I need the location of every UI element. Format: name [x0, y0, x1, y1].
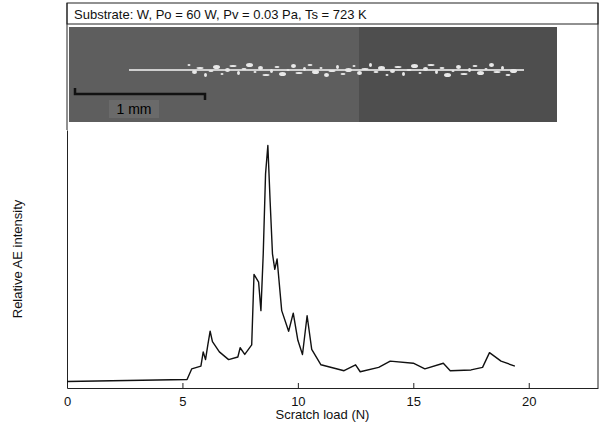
scratch-debris [303, 67, 306, 71]
scratch-debris [369, 63, 372, 67]
x-tick: 5 [179, 383, 186, 409]
scratch-debris [345, 68, 352, 72]
scratch-debris [308, 64, 313, 66]
scratch-debris [510, 69, 517, 73]
scratch-debris [395, 66, 402, 68]
x-tick-mark [413, 383, 414, 388]
scratch-debris [242, 68, 247, 70]
scratch-debris [477, 71, 484, 75]
scratch-debris [473, 65, 478, 67]
plot-area [67, 145, 515, 381]
scale-label-ground [109, 100, 159, 118]
scratch-debris [221, 73, 224, 75]
ae-line [67, 145, 515, 381]
scratch-debris [324, 73, 329, 77]
scratch-debris [213, 65, 220, 69]
scratch-debris [291, 64, 296, 68]
scratch-debris [254, 71, 257, 73]
scratch-debris [423, 67, 428, 71]
scratch-debris [230, 65, 237, 67]
title: Substrate: W, Po = 60 W, Pv = 0.03 Pa, T… [74, 7, 367, 22]
scratch-debris [461, 73, 468, 75]
scratch-debris [402, 72, 405, 76]
header-box [67, 3, 598, 24]
scratch-debris [341, 73, 346, 75]
frame-right [598, 3, 599, 388]
scratch-debris [270, 69, 273, 73]
scratch-debris [287, 69, 290, 71]
scratch-debris [390, 69, 395, 73]
scratch-debris [485, 68, 488, 70]
scratch-debris [263, 74, 270, 76]
scratch-debris [506, 74, 511, 76]
scratch-debris [296, 72, 303, 74]
x-tick: 10 [291, 383, 305, 409]
y-axis [67, 131, 68, 389]
scratch-debris [192, 70, 197, 74]
scratch-debris [258, 66, 263, 70]
scratch-debris [494, 71, 501, 73]
scratch-debris [320, 67, 323, 69]
y-axis-title: Relative AE intensity [10, 199, 25, 318]
x-tick: 15 [407, 383, 421, 409]
scratch-debris [353, 65, 356, 67]
x-tick-mark [182, 383, 183, 388]
scratch-debris [428, 64, 435, 66]
scratch-debris [329, 70, 336, 72]
scratch-debris [357, 71, 362, 75]
scratch-debris [386, 74, 389, 76]
micrograph-background [69, 27, 557, 122]
x-tick-mark [529, 383, 530, 388]
scratch-debris [362, 68, 369, 70]
y-axis-line [67, 131, 68, 389]
scratch-debris [468, 68, 471, 72]
x-tick-label: 15 [407, 394, 421, 409]
scratch-debris [489, 63, 494, 67]
scratch-debris [275, 66, 280, 68]
scratch-debris [444, 73, 451, 77]
scratch-debris [246, 63, 253, 67]
chart: Substrate: W, Po = 60 W, Pv = 0.03 Pa, T… [0, 0, 607, 425]
scale-bar [75, 88, 205, 100]
scratch-debris [378, 66, 385, 70]
x-tick-label: 20 [522, 394, 536, 409]
scratch-debris [419, 72, 422, 74]
x-tick: 20 [522, 383, 536, 409]
x-tick-label: 0 [64, 394, 71, 409]
scratch-debris [204, 73, 207, 77]
x-axis: 0 5 10 15 20 [64, 383, 599, 409]
x-tick-mark [298, 383, 299, 388]
scratch-debris [411, 64, 418, 68]
scratch-debris [188, 64, 191, 66]
scratch-debris [336, 65, 339, 69]
scratch-debris [435, 70, 438, 74]
scratch-debris [374, 71, 379, 73]
x-axis-line [68, 388, 599, 389]
micrograph [69, 27, 557, 122]
scratch-debris [440, 67, 445, 69]
scratch-debris [312, 70, 319, 74]
x-tick-label: 5 [179, 394, 186, 409]
scratch-debris [501, 66, 504, 70]
scratch-debris [225, 68, 230, 72]
scratch-debris [237, 71, 240, 75]
scratch-track [129, 69, 524, 71]
scratch-debris [279, 72, 286, 76]
micrograph-shade [359, 27, 557, 122]
scratch-debris [407, 69, 412, 71]
scale-label: 1 mm [117, 101, 152, 117]
frame-left [67, 3, 68, 130]
scratch-debris [456, 65, 461, 69]
x-axis-title: Scratch load (N) [276, 407, 370, 422]
scratch-debris [452, 70, 455, 72]
scratch-debris [209, 70, 214, 72]
scratch-debris [197, 67, 204, 69]
